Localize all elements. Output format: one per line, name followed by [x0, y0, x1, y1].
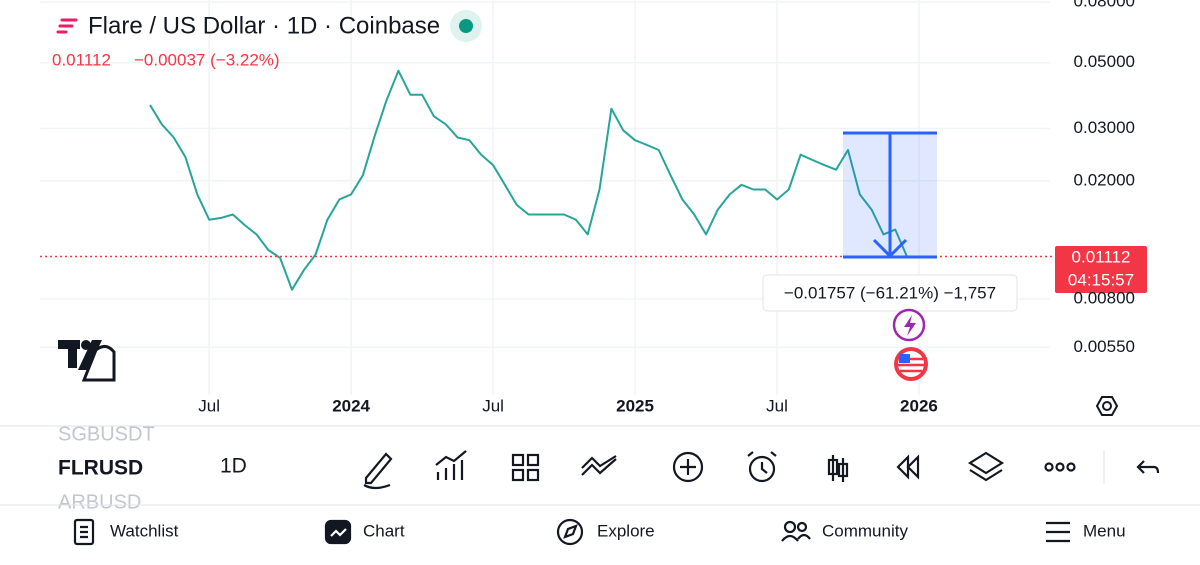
price-tag — [1055, 246, 1147, 293]
chart-title: Flare / US Dollar · 1D · Coinbase — [88, 12, 440, 39]
x-tick-label: Jul — [766, 396, 788, 415]
symbol-icon — [56, 18, 78, 34]
y-tick-label: 0.05000 — [1074, 52, 1135, 71]
x-tick-label: 2024 — [332, 396, 370, 415]
symbol-current[interactable]: FLRUSD — [58, 457, 143, 480]
y-tick-label: 0.00550 — [1074, 337, 1135, 356]
measure-tool — [843, 131, 937, 259]
nav-item[interactable]: Watchlist — [110, 521, 179, 540]
y-tick-label: 0.02000 — [1074, 170, 1135, 189]
event-icons[interactable] — [892, 308, 928, 381]
status-dot — [459, 19, 473, 33]
x-tick-label: 2026 — [900, 396, 938, 415]
measure-label-box — [762, 274, 1018, 312]
toolbar-icons[interactable] — [363, 450, 1160, 490]
countdown: 04:15:57 — [1068, 270, 1134, 289]
nav-icons[interactable] — [73, 518, 1070, 546]
y-tick-label: 0.08000 — [1074, 0, 1135, 11]
symbol-next[interactable]: ARBUSD — [58, 491, 141, 513]
x-tick-label: Jul — [482, 396, 504, 415]
nav-item[interactable]: Explore — [597, 521, 655, 540]
price-line — [149, 69, 909, 291]
price-tag-value: 0.01112 — [1072, 247, 1131, 266]
nav-item[interactable]: Chart — [363, 521, 405, 540]
y-tick-label: 0.03000 — [1074, 118, 1135, 137]
measure-label: −0.01757 (−61.21%) −1,757 — [784, 283, 996, 302]
last-price: 0.01112 — [52, 50, 111, 69]
price-change: −0.00037 (−3.22%) — [134, 50, 280, 69]
y-tick-label: 0.00800 — [1074, 288, 1135, 307]
logo — [58, 340, 116, 382]
x-tick-label: 2025 — [616, 396, 654, 415]
x-tick-label: Jul — [198, 396, 220, 415]
settings-icon[interactable] — [1095, 396, 1119, 416]
nav-item[interactable]: Community — [822, 521, 908, 540]
nav-item[interactable]: Menu — [1083, 521, 1126, 540]
interval[interactable]: 1D — [220, 455, 247, 478]
symbol-prev[interactable]: SGBUSDT — [58, 423, 155, 445]
